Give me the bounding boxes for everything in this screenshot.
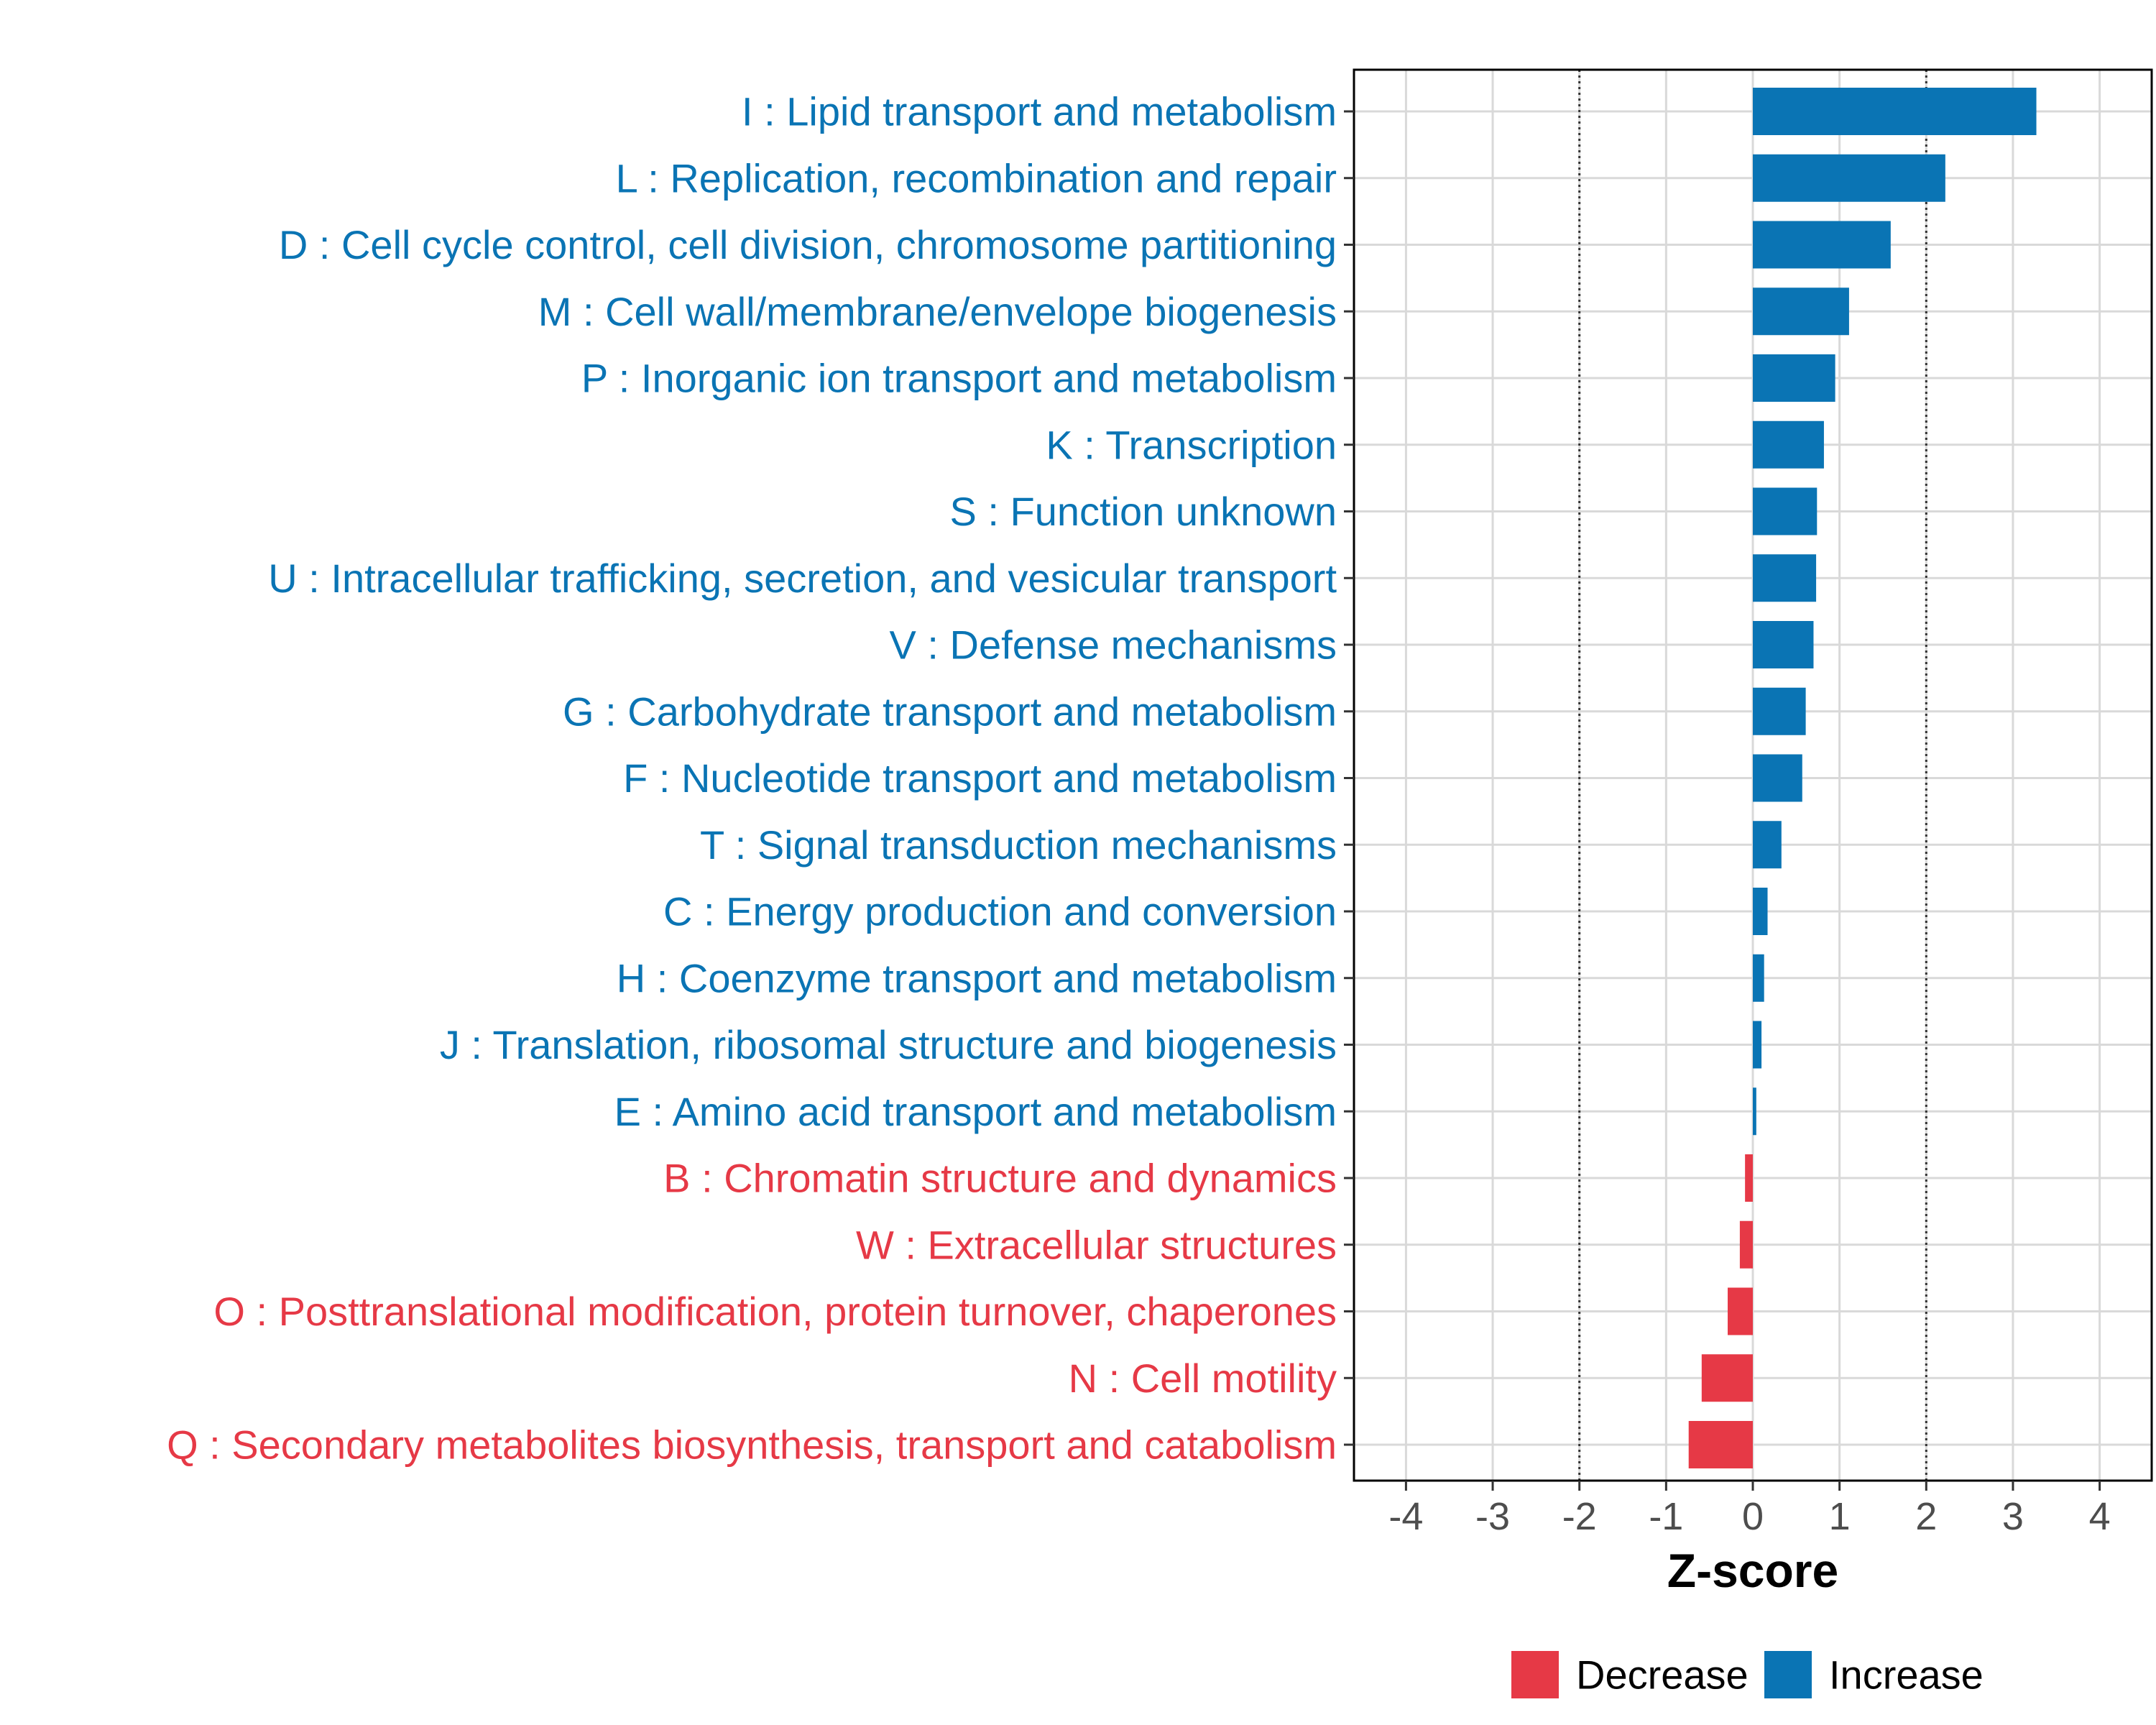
x-tick-label: -3 xyxy=(1475,1495,1510,1538)
x-tick-label: 1 xyxy=(1829,1495,1851,1538)
bar xyxy=(1753,154,1945,202)
bar xyxy=(1753,221,1891,269)
category-label: V : Defense mechanisms xyxy=(890,622,1337,668)
bar xyxy=(1688,1421,1753,1468)
x-tick-label: 4 xyxy=(2089,1495,2111,1538)
bar xyxy=(1745,1154,1753,1202)
category-label: H : Coenzyme transport and metabolism xyxy=(617,955,1337,1000)
category-label: K : Transcription xyxy=(1046,422,1337,467)
x-axis: -4 -3 -2 -1 0 1 2 3 4 xyxy=(1388,1481,2111,1538)
category-label: T : Signal transduction mechanisms xyxy=(700,822,1337,868)
bar xyxy=(1753,954,1764,1002)
legend-label: Decrease xyxy=(1576,1652,1749,1698)
bar xyxy=(1753,821,1782,869)
bar xyxy=(1753,288,1849,336)
bar xyxy=(1739,1220,1753,1269)
category-label: N : Cell motility xyxy=(1069,1356,1337,1401)
category-label: P : Inorganic ion transport and metaboli… xyxy=(581,356,1337,401)
bar xyxy=(1753,1021,1762,1069)
category-label: J : Translation, ribosomal structure and… xyxy=(440,1022,1337,1067)
legend-swatch xyxy=(1764,1651,1812,1698)
bar xyxy=(1753,1087,1756,1136)
category-label: F : Nucleotide transport and metabolism xyxy=(623,755,1337,801)
bar xyxy=(1753,354,1835,402)
bar xyxy=(1753,687,1806,735)
bar xyxy=(1753,754,1802,802)
category-label: W : Extracellular structures xyxy=(856,1222,1337,1267)
x-tick-label: 2 xyxy=(1915,1495,1937,1538)
x-tick-label: -1 xyxy=(1649,1495,1683,1538)
x-tick-label: -4 xyxy=(1388,1495,1423,1538)
bar xyxy=(1701,1354,1753,1402)
x-tick-label: 0 xyxy=(1742,1495,1764,1538)
category-label: G : Carbohydrate transport and metabolis… xyxy=(563,689,1337,734)
x-tick-label: 3 xyxy=(2002,1495,2024,1538)
bar xyxy=(1753,621,1814,668)
bar xyxy=(1753,88,2037,135)
bar xyxy=(1753,487,1818,535)
category-label: M : Cell wall/membrane/envelope biogenes… xyxy=(538,289,1337,334)
bar xyxy=(1728,1287,1753,1335)
category-label: E : Amino acid transport and metabolism xyxy=(614,1089,1337,1134)
category-label: C : Energy production and conversion xyxy=(663,889,1337,934)
y-axis: I : Lipid transport and metabolism L : Re… xyxy=(167,89,1354,1468)
category-label: B : Chromatin structure and dynamics xyxy=(663,1156,1337,1201)
legend-swatch xyxy=(1511,1651,1559,1698)
category-label: O : Posttranslational modification, prot… xyxy=(213,1289,1337,1334)
legend-label: Increase xyxy=(1829,1652,1984,1698)
bars xyxy=(1688,88,2037,1468)
category-label: S : Function unknown xyxy=(949,489,1337,534)
x-axis-title: Z-score xyxy=(1667,1544,1838,1597)
category-label: L : Replication, recombination and repai… xyxy=(616,155,1337,201)
category-label: U : Intracellular trafficking, secretion… xyxy=(268,556,1337,601)
legend: Decrease Increase xyxy=(1511,1651,1984,1698)
bar xyxy=(1753,554,1817,602)
bar xyxy=(1753,420,1824,469)
category-label: D : Cell cycle control, cell division, c… xyxy=(279,222,1337,267)
category-label: I : Lipid transport and metabolism xyxy=(742,89,1337,134)
category-label: Q : Secondary metabolites biosynthesis, … xyxy=(167,1422,1337,1468)
x-tick-label: -2 xyxy=(1562,1495,1597,1538)
bar xyxy=(1753,888,1768,935)
